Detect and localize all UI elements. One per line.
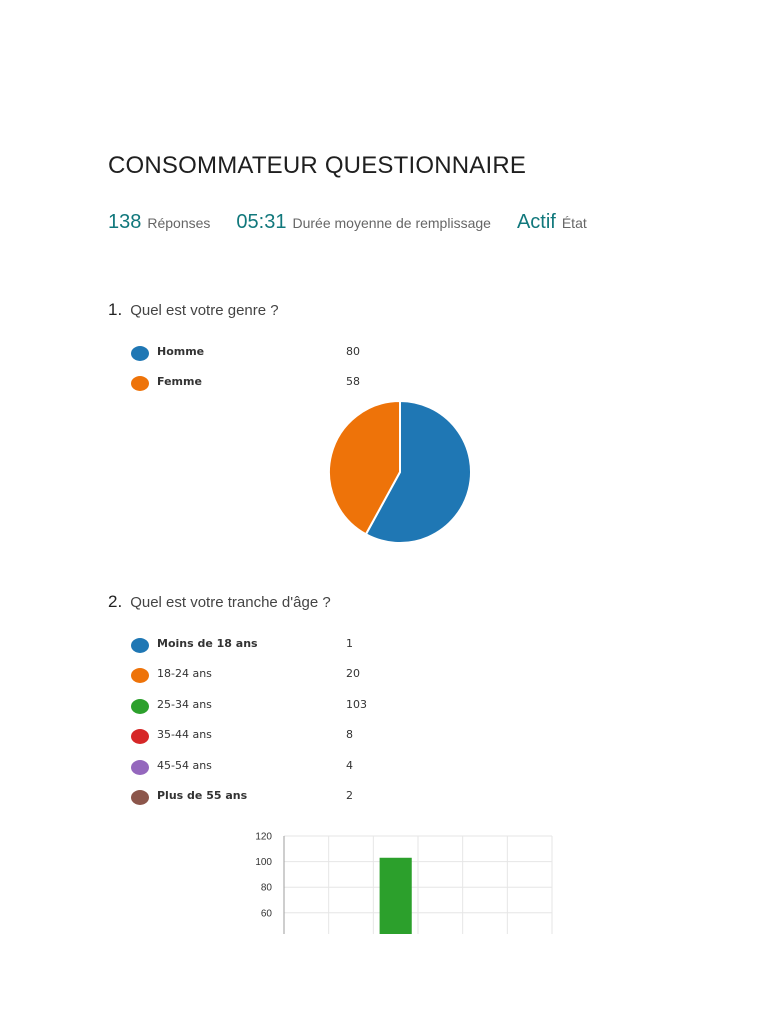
gender-pie-chart [328,400,472,544]
question-1-heading: 1. Quel est votre genre ? [108,300,279,320]
legend-label: 18-24 ans [157,667,212,681]
question-number: 1. [108,300,123,319]
legend-value: 20 [346,667,360,681]
pie-slice-femme [328,400,401,536]
responses-stat: 138 Réponses [108,211,210,234]
y-tick-label: 80 [261,883,273,894]
question-number: 2. [108,592,123,611]
question-text: Quel est votre genre ? [130,302,279,319]
legend-label: 45-54 ans [157,758,212,772]
legend-label: 25-34 ans [157,697,212,711]
legend-value: 80 [346,345,360,358]
legend-value: 2 [346,788,353,802]
legend-value: 8 [346,728,353,742]
legend-value: 4 [346,758,353,772]
legend-swatch [131,376,149,392]
y-tick-label: 60 [261,908,273,919]
pie-slice-homme [364,400,472,544]
legend-label: Homme [157,345,205,358]
legend-value: 58 [346,375,360,389]
legend-swatch [131,759,149,775]
age-bar-chart: 120 100 80 60 [255,832,553,934]
legend-value: 103 [346,697,367,711]
legend-swatch [131,346,149,361]
legend-label: Moins de 18 ans [157,637,258,650]
status-stat: Actif État [517,211,587,234]
legend-label: 35-44 ans [157,728,212,742]
question-text: Quel est votre tranche d'âge ? [130,594,331,611]
status-label: État [561,215,587,231]
responses-count: 138 [108,211,142,233]
legend-swatch [131,698,149,714]
legend-swatch [131,668,149,684]
legend-swatch [131,638,149,653]
duration-stat: 05:31 Durée moyenne de remplissage [236,211,491,234]
legend-label: Plus de 55 ans [157,788,248,802]
duration-value: 05:31 [236,211,287,233]
bar-3 [379,857,412,934]
status-value: Actif [516,211,556,233]
legend-label: Femme [157,375,202,389]
form-stats: 138 Réponses 05:31 Durée moyenne de remp… [108,211,613,234]
duration-label: Durée moyenne de remplissage [292,215,491,231]
question-2-heading: 2. Quel est votre tranche d'âge ? [108,592,331,612]
y-tick-label: 100 [255,857,272,868]
y-tick-label: 120 [255,832,272,843]
legend-swatch [131,789,149,805]
responses-label: Réponses [147,215,211,231]
legend-swatch [131,729,149,745]
form-title: CONSOMMATEUR QUESTIONNAIRE [108,152,527,179]
legend-value: 1 [346,637,353,650]
